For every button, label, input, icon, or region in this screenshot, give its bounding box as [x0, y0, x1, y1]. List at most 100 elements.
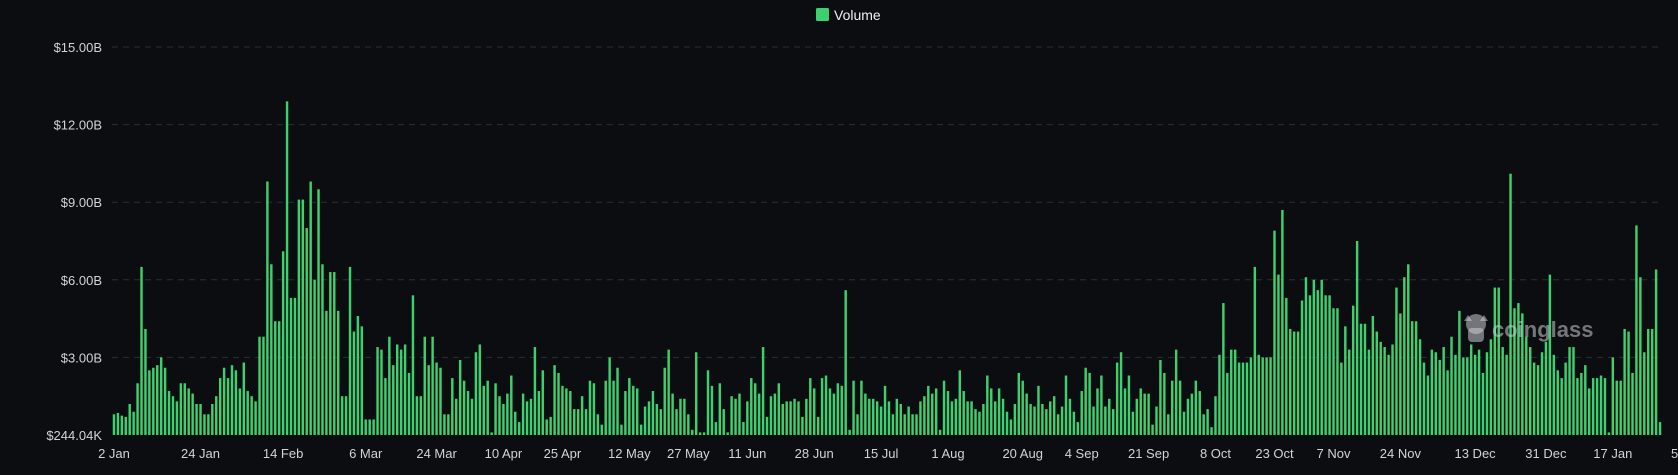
volume-bar[interactable] [742, 422, 745, 435]
volume-bar[interactable] [1509, 173, 1512, 435]
volume-bar[interactable] [1300, 300, 1304, 435]
volume-bar[interactable] [1407, 264, 1410, 435]
volume-bar[interactable] [923, 396, 926, 435]
volume-bar[interactable] [451, 378, 454, 435]
volume-bar[interactable] [1658, 422, 1662, 435]
volume-bar[interactable] [207, 414, 210, 435]
volume-bar[interactable] [1556, 370, 1559, 435]
volume-bar[interactable] [163, 367, 167, 435]
volume-bar[interactable] [388, 336, 391, 435]
volume-bar[interactable] [663, 367, 666, 435]
volume-bar[interactable] [1454, 354, 1457, 435]
volume-bar[interactable] [750, 378, 753, 435]
volume-bar[interactable] [1139, 388, 1142, 435]
volume-bar[interactable] [805, 398, 808, 435]
volume-bar[interactable] [616, 367, 619, 435]
volume-bar[interactable] [415, 396, 419, 435]
volume-bar[interactable] [116, 413, 120, 435]
volume-bar[interactable] [183, 383, 186, 435]
volume-bar[interactable] [954, 398, 958, 435]
volume-bar[interactable] [238, 388, 242, 435]
volume-bar[interactable] [439, 367, 442, 435]
volume-bar[interactable] [883, 385, 887, 435]
volume-bar[interactable] [159, 357, 163, 435]
volume-bar[interactable] [1324, 295, 1327, 435]
volume-bar[interactable] [529, 398, 533, 435]
volume-bar[interactable] [525, 401, 529, 435]
volume-bar[interactable] [1312, 279, 1316, 435]
volume-bar[interactable] [840, 385, 843, 435]
volume-bar[interactable] [596, 414, 600, 435]
volume-bar[interactable] [738, 393, 741, 435]
volume-bar[interactable] [651, 391, 655, 435]
volume-bar[interactable] [1528, 347, 1532, 435]
volume-bar[interactable] [576, 409, 580, 435]
volume-bar[interactable] [1344, 326, 1347, 435]
volume-bar[interactable] [372, 419, 375, 435]
volume-bar[interactable] [1414, 321, 1418, 435]
volume-bar[interactable] [584, 409, 588, 435]
volume-bar[interactable] [1111, 409, 1115, 435]
volume-bar[interactable] [580, 396, 584, 435]
volume-bar[interactable] [230, 365, 234, 435]
volume-bar[interactable] [632, 385, 635, 435]
volume-bar[interactable] [1072, 411, 1076, 435]
volume-bar[interactable] [1619, 380, 1622, 435]
volume-bar[interactable] [1631, 372, 1634, 435]
volume-bar[interactable] [624, 391, 627, 435]
volume-bar[interactable] [1359, 323, 1363, 435]
volume-bar[interactable] [588, 380, 592, 435]
volume-bar[interactable] [1367, 349, 1371, 435]
volume-bar[interactable] [1572, 347, 1575, 435]
volume-bar[interactable] [1477, 349, 1481, 435]
volume-bar[interactable] [809, 378, 812, 435]
volume-bar[interactable] [635, 388, 639, 435]
volume-bar[interactable] [1591, 378, 1595, 435]
volume-bar[interactable] [179, 383, 183, 435]
volume-bar[interactable] [1167, 414, 1170, 435]
volume-bar[interactable] [364, 419, 367, 435]
volume-bar[interactable] [765, 416, 769, 435]
volume-bar[interactable] [718, 383, 722, 435]
volume-bar[interactable] [1174, 349, 1178, 435]
volume-bar[interactable] [1218, 354, 1221, 435]
volume-bar[interactable] [1281, 209, 1284, 435]
volume-bar[interactable] [167, 391, 171, 435]
volume-bar[interactable] [816, 416, 820, 435]
volume-bar[interactable] [171, 396, 175, 435]
volume-bar[interactable] [384, 378, 387, 435]
volume-bar[interactable] [305, 228, 308, 435]
volume-bar[interactable] [124, 416, 127, 435]
volume-bar[interactable] [1635, 225, 1638, 435]
volume-bar[interactable] [419, 396, 423, 435]
volume-bar[interactable] [1469, 344, 1473, 435]
volume-bar[interactable] [569, 391, 572, 435]
volume-bar[interactable] [647, 401, 651, 435]
volume-bar[interactable] [1607, 432, 1611, 435]
volume-bar[interactable] [1497, 287, 1500, 435]
volume-bar[interactable] [722, 409, 725, 435]
volume-bar[interactable] [458, 359, 462, 435]
volume-bar[interactable] [1202, 414, 1205, 435]
volume-bar[interactable] [1647, 328, 1650, 435]
volume-bar[interactable] [376, 347, 379, 435]
volume-bar[interactable] [1328, 295, 1331, 435]
volume-bar[interactable] [1458, 310, 1461, 435]
volume-bar[interactable] [1045, 409, 1048, 435]
volume-bar[interactable] [514, 411, 517, 435]
volume-bar[interactable] [1438, 359, 1441, 435]
volume-bar[interactable] [494, 383, 497, 435]
volume-bar[interactable] [710, 385, 714, 435]
volume-bar[interactable] [128, 403, 131, 435]
volume-bar[interactable] [1403, 277, 1406, 435]
volume-bar[interactable] [753, 383, 757, 435]
volume-bar[interactable] [1135, 398, 1139, 435]
volume-bar[interactable] [746, 401, 749, 435]
volume-bar[interactable] [301, 199, 305, 435]
volume-bar[interactable] [1418, 339, 1422, 435]
volume-bar[interactable] [1355, 241, 1359, 435]
volume-bar[interactable] [1025, 393, 1028, 435]
volume-bar[interactable] [325, 310, 328, 435]
volume-bar[interactable] [1096, 388, 1099, 435]
volume-bar[interactable] [1399, 313, 1402, 435]
